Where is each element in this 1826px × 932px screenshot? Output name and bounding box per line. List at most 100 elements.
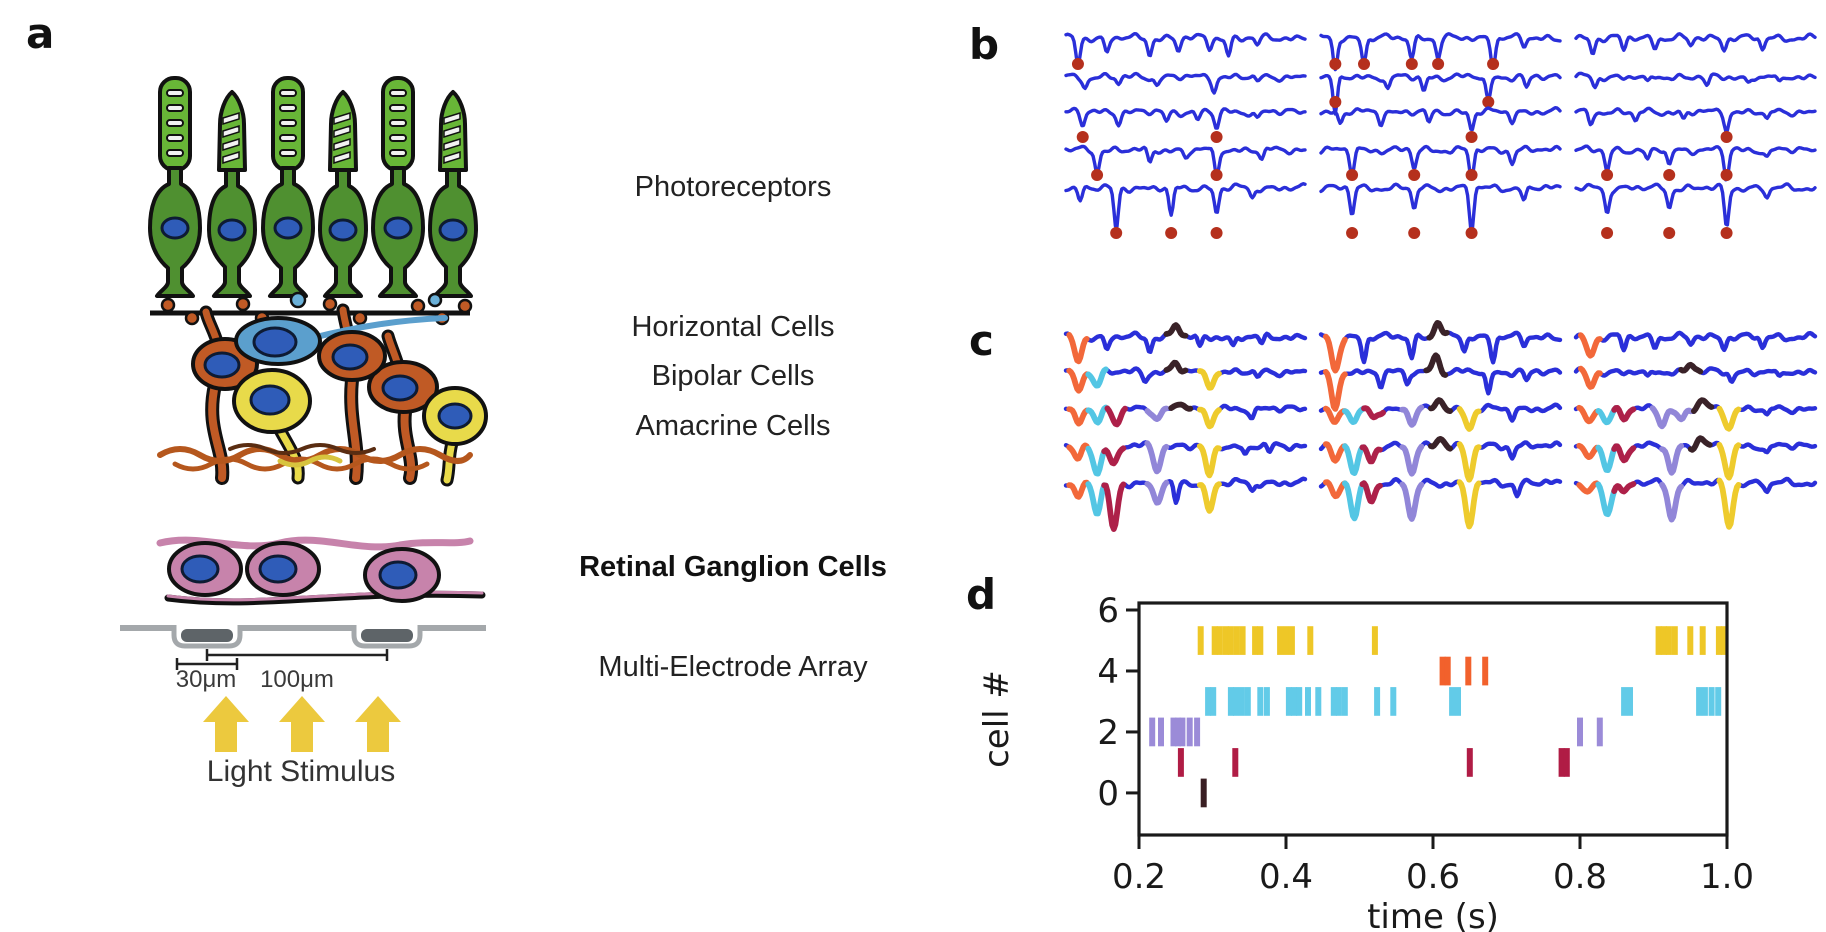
raster-spike-cell-3 — [1449, 687, 1456, 716]
y-tick-label: 6 — [1097, 591, 1119, 631]
sorted-spike-orange — [1322, 479, 1348, 500]
raster-spike-cell-3 — [1227, 687, 1234, 716]
raster-spike-cell-5 — [1222, 626, 1229, 655]
x-tick-label: 0.4 — [1259, 857, 1313, 897]
raster-spike-cell-5 — [1699, 626, 1706, 655]
voltage-trace — [1319, 32, 1562, 72]
sorted-spike-purple — [1668, 407, 1694, 423]
raster-spike-cell-5 — [1216, 626, 1223, 655]
voltage-trace — [1064, 182, 1307, 229]
raster-spike-cell-1 — [1558, 748, 1565, 777]
scale-bars — [175, 649, 389, 670]
amacrine-cell — [232, 368, 488, 487]
sorted-spike-cyan — [1595, 443, 1619, 473]
sorted-spike-crimson — [1611, 443, 1637, 464]
raster-spike-cell-3 — [1233, 687, 1239, 716]
detected-spike-dot — [1346, 227, 1359, 239]
detected-spike-dot — [1432, 58, 1445, 70]
sorted-spike-yellow — [1196, 481, 1222, 514]
voltage-trace — [1319, 144, 1562, 181]
raster-spike-cell-5 — [1288, 626, 1295, 655]
y-axis-label: cell # — [977, 670, 1017, 768]
sorted-spike-orange — [1066, 367, 1090, 394]
voltage-trace — [1064, 32, 1307, 66]
raster-spike-cell-5 — [1277, 626, 1284, 655]
x-axis-label: time (s) — [1367, 897, 1499, 932]
scale-label-30um: 30μm — [175, 666, 237, 693]
label-light-stimulus: Light Stimulus — [206, 755, 396, 788]
x-tick-label: 0.2 — [1112, 857, 1166, 897]
detected-spike-dot — [1405, 58, 1418, 70]
sorted-spike-purple — [1144, 479, 1170, 506]
retina-schematic — [120, 76, 488, 752]
raster-spike-cell-3 — [1285, 687, 1292, 716]
raster-spike-cell-3 — [1390, 687, 1397, 716]
raster-spike-cell-3 — [1257, 687, 1264, 716]
raster-spike-cell-5 — [1252, 626, 1259, 655]
sorted-spike-cyan — [1085, 366, 1109, 389]
detected-spike-dot — [1465, 169, 1478, 181]
sorted-spike-yellow — [1716, 405, 1742, 432]
raster-spike-cell-3 — [1335, 687, 1342, 716]
sorted-spike-orange — [1322, 333, 1348, 374]
sorted-spike-purple — [1399, 404, 1425, 428]
raster-spike-cell-5 — [1197, 626, 1204, 655]
voltage-trace — [1574, 106, 1817, 133]
inner-plexiform-layer — [157, 443, 473, 472]
detected-spike-dot — [1720, 169, 1733, 181]
sorted-spike-dark — [1168, 401, 1194, 412]
sorted-spike-yellow — [1196, 406, 1222, 430]
detected-spike-dot — [1601, 169, 1614, 181]
voltage-trace — [1064, 144, 1307, 178]
up-arrow-icon — [355, 696, 401, 752]
sorted-spike-cyan — [1085, 445, 1109, 477]
sorted-spike-dark — [1691, 397, 1715, 414]
detected-spike-dot — [1720, 131, 1733, 143]
raster-spike-cell-2 — [1186, 717, 1193, 747]
raster-spike-cell-5 — [1239, 626, 1246, 655]
detected-spike-dot — [1601, 227, 1614, 239]
sorted-spike-yellow — [1456, 441, 1482, 483]
y-tick-label: 2 — [1097, 713, 1119, 753]
raster-spike-cell-3 — [1291, 687, 1298, 716]
raster-spike-cell-2 — [1194, 717, 1201, 747]
raster-spike-cell-4 — [1482, 656, 1489, 686]
raster-spike-cell-5 — [1211, 626, 1218, 655]
voltage-trace — [1064, 71, 1307, 95]
detected-spike-dot — [1210, 131, 1223, 143]
raster-spike-cell-1 — [1177, 748, 1184, 777]
raster-spike-cell-3 — [1296, 687, 1303, 716]
detected-spike-dot — [1408, 227, 1421, 239]
raster-spike-cell-5 — [1257, 626, 1264, 655]
sorted-spike-cyan — [1342, 443, 1367, 476]
raster-spike-cell-5 — [1227, 626, 1234, 655]
spike-raster-plot: 0.2 0.4 0.6 0.8 1.0 0 2 4 6 time (s) cell # — [977, 591, 1754, 932]
sorted-spike-dark — [1678, 361, 1704, 375]
label-retinal-ganglion-cells: Retinal Ganglion Cells — [579, 551, 887, 583]
sorted-spike-orange — [1576, 480, 1600, 495]
x-tick-label: 0.6 — [1406, 857, 1460, 897]
label-amacrine-cells: Amacrine Cells — [635, 410, 831, 442]
voltage-trace — [1063, 322, 1308, 364]
bipolar-cell — [191, 303, 439, 485]
voltage-trace — [1319, 106, 1562, 132]
raster-spike-cell-1 — [1466, 748, 1473, 777]
mea-electrode-well — [171, 625, 243, 649]
voltage-trace — [1574, 71, 1817, 90]
panel-c-letter: c — [969, 316, 994, 365]
sorted-spike-orange — [1066, 442, 1090, 462]
raster-spike-cell-3 — [1374, 687, 1381, 716]
sorted-spike-orange — [1066, 406, 1090, 427]
voltage-trace — [1573, 330, 1818, 358]
raster-spike-cell-3 — [1341, 687, 1348, 716]
sorted-spike-cyan — [1342, 405, 1367, 425]
raster-spike-cell-3 — [1701, 687, 1708, 716]
raster-spike-cell-3 — [1210, 687, 1217, 716]
detected-spike-dot — [1110, 227, 1123, 239]
label-multi-electrode-array: Multi-Electrode Array — [598, 651, 868, 683]
voltage-trace — [1319, 182, 1562, 232]
sorted-spike-dark — [1163, 359, 1189, 375]
raster-spike-cell-4 — [1465, 656, 1472, 686]
sorted-spike-purple — [1144, 405, 1170, 422]
